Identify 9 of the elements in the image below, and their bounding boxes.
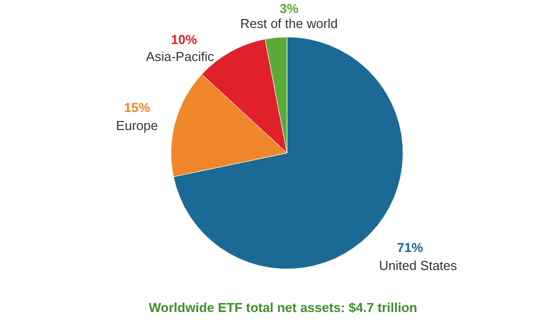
slice-label: Rest of the world	[240, 16, 338, 31]
data-label: 15%	[124, 100, 150, 115]
slice-label: Asia-Pacific	[146, 49, 214, 64]
slice-label: United States	[378, 258, 458, 273]
data-label: 71%	[396, 240, 424, 255]
data-label: 10%	[170, 32, 198, 47]
slice-label: Europe	[116, 118, 158, 133]
data-label: 3%	[280, 1, 299, 16]
text: Worldwide ETF total net assets: $4.7 trillion	[148, 300, 418, 315]
